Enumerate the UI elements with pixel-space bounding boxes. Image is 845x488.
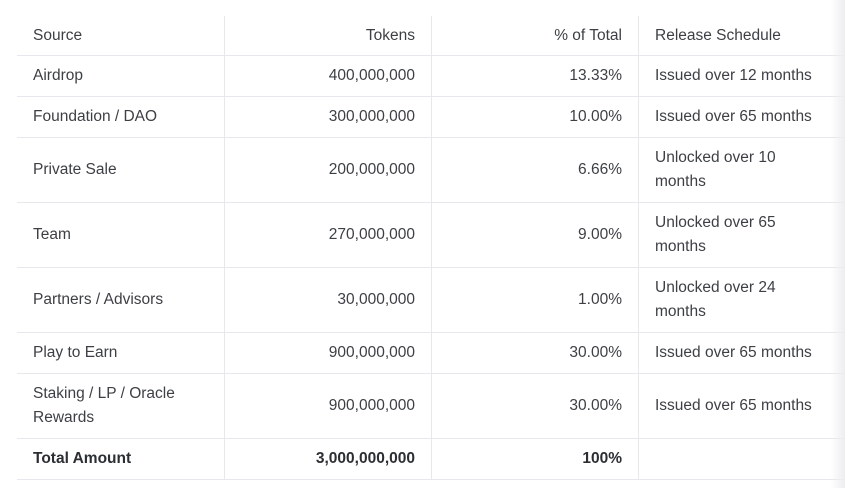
cell-source: Staking / LP / Oracle Rewards	[17, 373, 225, 439]
token-allocation-table: Source Tokens % of Total Release Schedul…	[17, 16, 845, 480]
header-tokens: Tokens	[224, 16, 432, 56]
cell-percent: 13.33%	[431, 55, 639, 97]
cell-source: Partners / Advisors	[17, 267, 225, 333]
header-release-schedule: Release Schedule	[638, 16, 845, 56]
cell-source: Play to Earn	[17, 332, 225, 374]
token-allocation-table-wrapper: Source Tokens % of Total Release Schedul…	[17, 16, 845, 480]
table-row: Play to Earn 900,000,000 30.00% Issued o…	[17, 332, 845, 374]
cell-release-schedule: Issued over 65 months	[638, 373, 845, 439]
cell-source: Private Sale	[17, 137, 225, 203]
cell-source: Foundation / DAO	[17, 96, 225, 138]
table-row: Staking / LP / Oracle Rewards 900,000,00…	[17, 373, 845, 439]
table-header-row: Source Tokens % of Total Release Schedul…	[17, 16, 845, 56]
cell-tokens: 200,000,000	[224, 137, 432, 203]
table-row: Airdrop 400,000,000 13.33% Issued over 1…	[17, 55, 845, 97]
cell-tokens: 400,000,000	[224, 55, 432, 97]
cell-release-schedule: Issued over 65 months	[638, 96, 845, 138]
cell-tokens: 270,000,000	[224, 202, 432, 268]
cell-release-schedule: Issued over 65 months	[638, 332, 845, 374]
cell-release-schedule: Unlocked over 24 months	[638, 267, 845, 333]
cell-release-schedule: Unlocked over 10 months	[638, 137, 845, 203]
cell-tokens: 300,000,000	[224, 96, 432, 138]
total-label: Total Amount	[17, 438, 225, 480]
table-row: Private Sale 200,000,000 6.66% Unlocked …	[17, 137, 845, 203]
header-percent-of-total: % of Total	[431, 16, 639, 56]
table-row: Partners / Advisors 30,000,000 1.00% Unl…	[17, 267, 845, 333]
table-row: Team 270,000,000 9.00% Unlocked over 65 …	[17, 202, 845, 268]
total-tokens: 3,000,000,000	[224, 438, 432, 480]
cell-percent: 30.00%	[431, 332, 639, 374]
header-source: Source	[17, 16, 225, 56]
total-release-schedule	[638, 438, 845, 480]
cell-tokens: 900,000,000	[224, 332, 432, 374]
cell-percent: 6.66%	[431, 137, 639, 203]
total-percent: 100%	[431, 438, 639, 480]
cell-tokens: 30,000,000	[224, 267, 432, 333]
cell-source: Team	[17, 202, 225, 268]
cell-percent: 30.00%	[431, 373, 639, 439]
cell-percent: 10.00%	[431, 96, 639, 138]
cell-release-schedule: Issued over 12 months	[638, 55, 845, 97]
cell-percent: 9.00%	[431, 202, 639, 268]
cell-source: Airdrop	[17, 55, 225, 97]
cell-percent: 1.00%	[431, 267, 639, 333]
scroll-edge-shadow	[831, 0, 845, 488]
cell-tokens: 900,000,000	[224, 373, 432, 439]
table-total-row: Total Amount 3,000,000,000 100%	[17, 438, 845, 480]
table-row: Foundation / DAO 300,000,000 10.00% Issu…	[17, 96, 845, 138]
cell-release-schedule: Unlocked over 65 months	[638, 202, 845, 268]
